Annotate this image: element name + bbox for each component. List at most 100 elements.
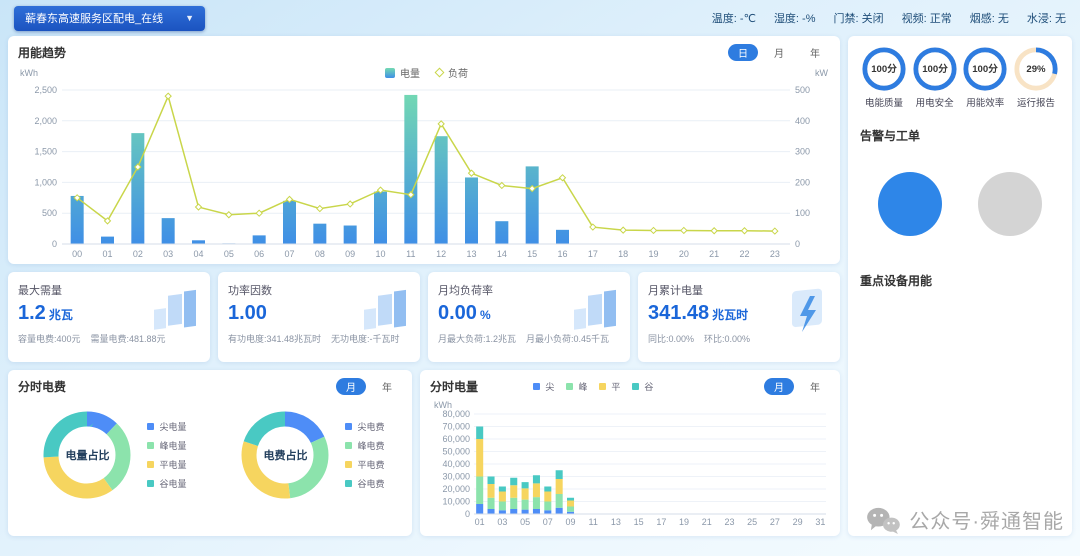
svg-text:70,000: 70,000 [442, 422, 470, 432]
svg-text:05: 05 [520, 517, 530, 527]
tab-年[interactable]: 年 [810, 49, 820, 60]
legend-item[interactable]: 峰 [566, 380, 587, 393]
env-item: 视频: 正常 [901, 13, 952, 25]
tab-日[interactable]: 日 [728, 44, 758, 61]
svg-text:18: 18 [618, 249, 628, 259]
svg-text:200: 200 [795, 177, 810, 187]
legend-item[interactable]: 尖电量 [147, 420, 187, 433]
svg-text:09: 09 [566, 517, 576, 527]
main-content: 用能趋势 日月年 kWh 电量 负荷 k [0, 36, 1080, 536]
donut-legend: 尖电费峰电费平电费谷电费 [345, 420, 385, 490]
legend-item[interactable]: 平电费 [345, 458, 385, 471]
svg-text:14: 14 [497, 249, 507, 259]
legend-label: 平电量 [159, 460, 187, 470]
legend-item[interactable]: 尖 [533, 380, 554, 393]
svg-text:07: 07 [284, 249, 294, 259]
diamond-swatch-icon [434, 67, 445, 78]
svg-text:05: 05 [224, 249, 234, 259]
fee-period-tabs: 月年 [336, 378, 402, 395]
svg-text:17: 17 [656, 517, 666, 527]
svg-text:40,000: 40,000 [442, 459, 470, 469]
svg-text:31: 31 [815, 517, 825, 527]
svg-text:25: 25 [747, 517, 757, 527]
svg-text:07: 07 [543, 517, 553, 527]
donut-chart: 电费占比 [233, 403, 337, 507]
svg-text:27: 27 [770, 517, 780, 527]
legend-item[interactable]: 谷 [632, 380, 653, 393]
stat-value: 341.48 [648, 302, 710, 324]
card-head: 分时电费 月年 [8, 370, 412, 397]
stat-sub: 无功电度:-千瓦时 [331, 334, 400, 344]
legend-label: 尖 [545, 382, 555, 392]
tab-月[interactable]: 月 [763, 378, 794, 395]
stat-sub: 月最大负荷:1.2兆瓦 [438, 334, 517, 344]
legend-label: 电量 [400, 69, 420, 80]
svg-text:11: 11 [589, 517, 598, 527]
stat-title: 功率因数 [228, 285, 272, 297]
env-item: 烟感: 无 [969, 13, 1009, 25]
stats-row: 最大需量 1.2 兆瓦 容量电费:400元 需量电费:481.88元 [8, 272, 840, 362]
svg-text:02: 02 [133, 249, 143, 259]
watermark: 公众号·舜通智能 [866, 505, 1064, 534]
donut-center-label: 电费占比 [263, 450, 308, 462]
card-head: 用能趋势 日 月 年 [8, 36, 840, 63]
topbar: 蕲春东高速服务区配电_在线 ▼ 温度: -℃ 湿度: -% 门禁: 关闭 视频: 正常… [0, 0, 1080, 36]
donut-center-label: 电量占比 [65, 450, 110, 462]
legend-item[interactable]: 平 [599, 380, 620, 393]
stat-sub: 同比:0.00% [648, 334, 695, 344]
svg-text:03: 03 [497, 517, 507, 527]
stat-illustration [364, 289, 406, 330]
svg-text:60,000: 60,000 [442, 434, 470, 444]
score-gauge: 100分 用电安全 [911, 46, 959, 109]
legend-item[interactable]: 谷电费 [345, 477, 385, 490]
svg-text:01: 01 [475, 517, 485, 527]
stat-unit: 兆瓦 [48, 308, 73, 322]
svg-text:500: 500 [795, 85, 810, 95]
legend-item-load[interactable]: 负荷 [434, 65, 468, 80]
legend-label: 平电费 [357, 460, 385, 470]
lightning-illustration [792, 288, 822, 332]
tab-月[interactable]: 月 [336, 378, 366, 395]
legend-item[interactable]: 平电量 [147, 458, 187, 471]
stat-card-max-demand: 最大需量 1.2 兆瓦 容量电费:400元 需量电费:481.88元 [8, 272, 210, 362]
donut-chart: 电量占比 [35, 403, 139, 507]
svg-text:00: 00 [72, 249, 82, 259]
svg-text:06: 06 [254, 249, 264, 259]
tou-fee-card: 分时电费 月年 电量占比 尖电量 峰电量 平电量 谷电量 电费占比 尖电费 峰电费 平电费 谷电费 [8, 370, 412, 536]
env-item: 门禁: 关闭 [833, 13, 884, 25]
legend-item[interactable]: 峰电费 [345, 439, 385, 452]
legend-item[interactable]: 谷电量 [147, 477, 187, 490]
legend-item[interactable]: 尖电费 [345, 420, 385, 433]
score-gauges: 100分 电能质量 100分 用电安全 100分 用能效率 29% 运行报告 [860, 46, 1060, 109]
legend-swatch-icon [599, 383, 607, 390]
station-selector[interactable]: 蕲春东高速服务区配电_在线 ▼ [14, 5, 206, 31]
stat-unit: % [479, 308, 491, 322]
legend-label: 谷电量 [159, 479, 187, 489]
legend-swatch-icon [147, 461, 155, 468]
svg-text:01: 01 [102, 249, 112, 259]
env-item: 水浸: 无 [1026, 13, 1066, 25]
svg-text:2,000: 2,000 [34, 116, 57, 126]
svg-text:09: 09 [345, 249, 355, 259]
card-title: 用能趋势 [18, 46, 67, 60]
stat-sub: 容量电费:400元 [18, 334, 81, 344]
donut-charts: 电量占比 尖电量峰电量平电量谷电量 电费占比 尖电费峰电费平电费谷电费 [8, 397, 412, 507]
svg-text:29%: 29% [1026, 64, 1046, 75]
tou-energy-card: 分时电量 尖峰平谷 月年 kWh 0 10,000 20,000 30,000 40,0… [420, 370, 840, 536]
tab-年[interactable]: 年 [382, 383, 392, 394]
trend-legend: 电量 负荷 [385, 65, 468, 80]
legend-item[interactable]: 峰电量 [147, 439, 187, 452]
tab-月[interactable]: 月 [774, 49, 784, 60]
svg-text:08: 08 [315, 249, 325, 259]
legend-item-energy[interactable]: 电量 [385, 65, 420, 80]
bottom-row: 分时电费 月年 电量占比 尖电量 峰电量 平电量 谷电量 电费占比 尖电费 峰电费 平电费 谷电费… [8, 370, 840, 536]
svg-text:30,000: 30,000 [442, 472, 470, 482]
score-gauge: 100分 电能质量 [860, 46, 908, 109]
score-gauge: 29% 运行报告 [1012, 46, 1060, 109]
donut-legend: 尖电量峰电量平电量谷电量 [147, 420, 187, 490]
tab-年[interactable]: 年 [809, 383, 820, 394]
env-item: 温度: -℃ [711, 13, 756, 25]
stat-illustration [574, 289, 616, 330]
svg-text:16: 16 [557, 249, 567, 259]
svg-text:500: 500 [42, 208, 57, 218]
